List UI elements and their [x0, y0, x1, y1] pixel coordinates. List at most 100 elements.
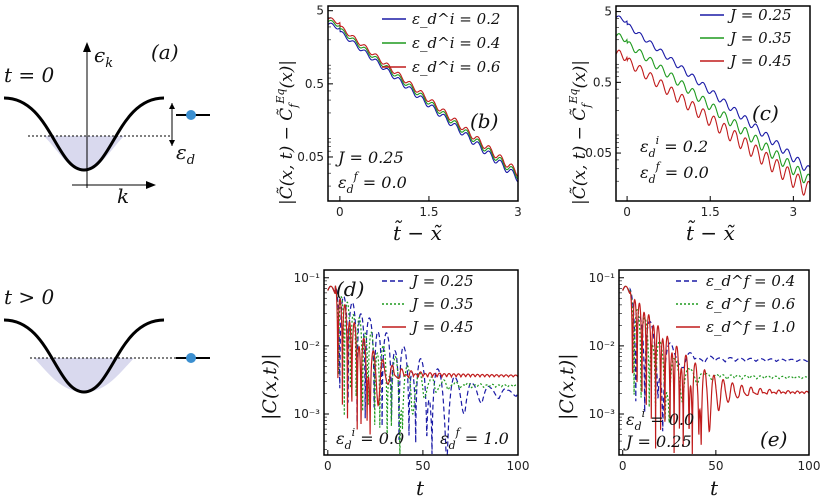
- panel-e-frame: [618, 269, 810, 456]
- time-label-top: t = 0: [4, 63, 55, 87]
- panel-c-ticks: 0 1.5 3 0.05 0.5 5: [585, 5, 797, 219]
- series-line: [615, 15, 811, 171]
- panel-d-legend: J = 0.25 J = 0.35 J = 0.45: [382, 272, 474, 336]
- dot-marker-bottom: [186, 353, 196, 363]
- panel-b-xlabel: t̃ − x̃: [393, 219, 442, 245]
- series-line: [327, 22, 519, 183]
- y-tick-label: 10⁻²: [294, 339, 321, 353]
- y-tick-label: 0.05: [297, 150, 324, 164]
- momentum-axis-arrow: [146, 181, 156, 189]
- eps-d-arrow-up: [169, 103, 175, 109]
- y-tick-label: 0.5: [593, 75, 612, 89]
- legend-entry: J = 0.45: [409, 318, 474, 336]
- legend-entry: J = 0.25: [727, 6, 792, 24]
- panel-c-xlabel: t̃ − x̃: [686, 219, 735, 245]
- y-tick-label: 5: [316, 4, 324, 18]
- series-line: [615, 49, 811, 196]
- panel-c: 0 1.5 3 0.05 0.5 5 J = 0.25 J = 0.35 J = 0.45 (…: [567, 5, 811, 245]
- panel-e-annotation-2: J = 0.25: [623, 432, 692, 451]
- panel-b-label: (b): [470, 109, 498, 133]
- panel-b-ylabel: |C̃(x, t) − C̃fEq(x)|: [274, 60, 300, 205]
- series-line: [615, 33, 811, 184]
- panel-c-ylabel: |C̃(x, t) − C̃fEq(x)|: [567, 60, 593, 205]
- legend-entry: ε_d^i = 0.2: [412, 10, 500, 28]
- panel-b-frame: [327, 5, 519, 202]
- panel-b-ticks: 0 1.5 3 0.05 0.5 5: [297, 4, 522, 219]
- panel-e-ticks: 0 50 100 10⁻³ 10⁻² 10⁻¹: [589, 271, 821, 473]
- panel-e-legend: ε_d^f = 0.4 ε_d^f = 0.6 ε_d^f = 1.0: [676, 272, 796, 336]
- x-tick-label: 1.5: [701, 205, 720, 219]
- panel-e-ylabel: |C(x,t)|: [556, 353, 578, 420]
- panel-c-label: (c): [752, 101, 779, 125]
- x-tick-label: 0: [623, 205, 631, 219]
- panel-d-annotation-1: εdi = 0.0: [336, 426, 404, 452]
- y-tick-label: 5: [604, 5, 612, 19]
- panel-e-series: [622, 285, 810, 455]
- series-line: [622, 285, 810, 432]
- panel-d-annotation-2: εdf = 1.0: [440, 426, 509, 452]
- panel-c-annotation-2: εdf = 0.0: [640, 160, 709, 186]
- legend-entry: J = 0.35: [409, 295, 474, 313]
- panel-b: 0 1.5 30.050.55 ε_d^i = 0.2ε_d^i = 0.4ε_d^…: [274, 4, 522, 245]
- panel-e-annotation-1: εdi = 0.0: [626, 407, 694, 433]
- panel-b-series: [327, 17, 519, 183]
- x-tick-label: 0: [619, 459, 627, 473]
- panel-c-series: [615, 15, 811, 196]
- panel-e-xlabel: t: [710, 476, 719, 500]
- band-curve: [3, 96, 165, 172]
- legend-entry: ε_d^f = 1.0: [706, 318, 796, 336]
- y-tick-label: 10⁻¹: [294, 271, 321, 285]
- series-line: [327, 284, 519, 455]
- legend-entry: ε_d^f = 0.4: [706, 272, 795, 290]
- panel-b-annotation-1: J = 0.25: [335, 148, 404, 167]
- panel-e-label: (e): [760, 427, 787, 451]
- dot-marker: [186, 110, 196, 120]
- x-tick-label: 50: [415, 459, 430, 473]
- x-tick-label: 1.5: [419, 205, 438, 219]
- filled-band-bottom: [34, 358, 134, 392]
- x-tick-label: 50: [708, 459, 723, 473]
- series-line: [327, 285, 519, 455]
- panel-d-xlabel: t: [416, 476, 425, 500]
- band-curve-bottom: [3, 318, 165, 394]
- panel-d-ylabel: |C(x,t)|: [259, 353, 281, 420]
- schematic-bottom: t > 0: [3, 285, 210, 394]
- legend-entry: J = 0.35: [727, 29, 792, 47]
- series-line: [622, 285, 810, 455]
- panel-b-legend: ε_d^i = 0.2 ε_d^i = 0.4 ε_d^i = 0.6: [382, 10, 501, 76]
- y-tick-label: 10⁻³: [589, 407, 616, 421]
- schematic-top: t = 0 ϵk k (a) εd: [3, 40, 210, 208]
- panel-b-annotation-2: εdf = 0.0: [338, 170, 407, 196]
- x-tick-label: 100: [507, 459, 530, 473]
- momentum-axis-label: k: [117, 184, 129, 208]
- legend-entry: J = 0.25: [409, 272, 474, 290]
- legend-entry: ε_d^f = 0.6: [706, 295, 796, 313]
- energy-axis-arrow: [83, 42, 91, 52]
- x-tick-label: 100: [798, 459, 821, 473]
- y-tick-label: 10⁻³: [294, 407, 321, 421]
- energy-axis-label: ϵk: [94, 43, 113, 71]
- legend-entry: J = 0.45: [727, 52, 792, 70]
- y-tick-label: 0.5: [305, 77, 324, 91]
- series-line: [327, 285, 519, 435]
- panel-c-legend: J = 0.25 J = 0.35 J = 0.45: [700, 6, 792, 70]
- panel-label-a: (a): [151, 40, 179, 64]
- y-tick-label: 0.05: [585, 146, 612, 160]
- time-label-bottom: t > 0: [4, 285, 55, 309]
- x-tick-label: 3: [790, 205, 798, 219]
- y-tick-label: 10⁻¹: [589, 271, 616, 285]
- series-line: [327, 17, 519, 177]
- panel-d-frame: [323, 269, 519, 456]
- series-line: [327, 19, 519, 180]
- panel-c-annotation-1: εdi = 0.2: [640, 134, 708, 160]
- panel-d-label: (d): [336, 277, 364, 301]
- panel-d-series: [327, 284, 519, 455]
- panel-d-ticks: 0 50 100 10⁻³ 10⁻² 10⁻¹: [294, 271, 530, 473]
- x-tick-label: 3: [514, 205, 522, 219]
- x-tick-label: 0: [324, 459, 332, 473]
- legend-entry: ε_d^i = 0.4: [412, 34, 500, 52]
- x-tick-label: 0: [336, 205, 344, 219]
- y-tick-label: 10⁻²: [589, 339, 616, 353]
